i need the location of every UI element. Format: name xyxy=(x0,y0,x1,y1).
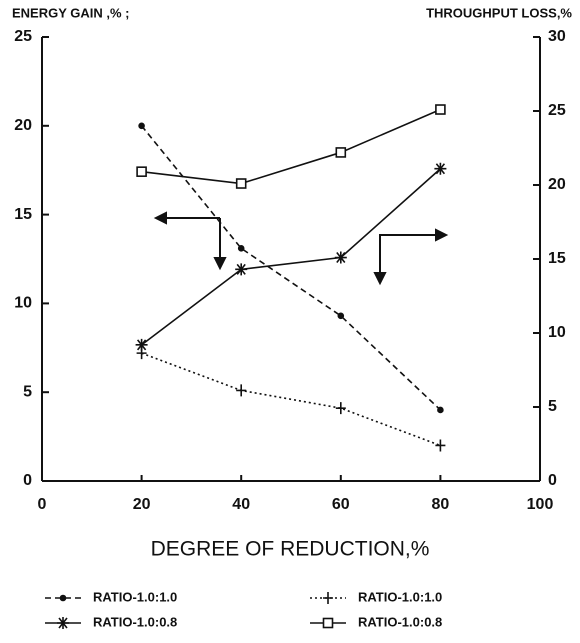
series-line xyxy=(141,108,441,185)
point xyxy=(335,147,347,158)
legend-marker xyxy=(57,617,69,629)
legend-label: RATIO-1.0:1.0 xyxy=(358,589,442,604)
legend-marker xyxy=(322,617,334,629)
point xyxy=(334,251,347,264)
legend-entry: RATIO-1.0:0.8 xyxy=(45,614,177,629)
legend-marker xyxy=(323,592,333,604)
series-line xyxy=(141,352,441,447)
y2-tick-label: 20 xyxy=(548,176,566,193)
y2-tick-label: 5 xyxy=(548,398,557,415)
x-tick-label: 20 xyxy=(133,496,151,513)
y-tick-label: 10 xyxy=(14,295,32,312)
y2-tick-label: 30 xyxy=(548,28,566,45)
y-tick-label: 0 xyxy=(23,472,32,489)
y2-axis-label: THROUGHPUT LOSS,% xyxy=(426,5,572,20)
point xyxy=(435,104,446,115)
point xyxy=(138,122,145,130)
y2-tick-label: 10 xyxy=(548,324,566,341)
y-tick-label: 20 xyxy=(14,117,32,134)
point xyxy=(335,402,346,415)
annotation-arrows xyxy=(153,211,449,286)
y-tick-label: 15 xyxy=(14,206,32,223)
point xyxy=(136,166,147,177)
x-tick-label: 100 xyxy=(527,496,554,513)
legend-marker xyxy=(59,594,67,602)
x-tick-label: 40 xyxy=(232,496,250,513)
x-axis-label: DEGREE OF REDUCTION,% xyxy=(151,538,430,561)
legend-entry: RATIO-1.0:1.0 xyxy=(45,589,177,604)
y2-tick-label: 25 xyxy=(548,102,566,119)
legend-label: RATIO-1.0:0.8 xyxy=(358,614,442,629)
point xyxy=(237,245,245,252)
legend-label: RATIO-1.0:1.0 xyxy=(93,589,177,604)
y2-tick-label: 0 xyxy=(548,472,557,489)
y2-tick-label: 15 xyxy=(548,250,566,267)
x-tick-label: 60 xyxy=(332,496,350,513)
y-axis-label: ENERGY GAIN ,% ; xyxy=(12,5,130,20)
point xyxy=(434,162,447,175)
y-tick-label: 25 xyxy=(14,28,32,45)
x-tick-label: 80 xyxy=(432,496,450,513)
y-tick-label: 5 xyxy=(23,383,32,400)
legend-entry: RATIO-1.0:0.8 xyxy=(310,614,442,629)
point xyxy=(236,384,247,397)
point xyxy=(337,312,345,320)
legend-label: RATIO-1.0:0.8 xyxy=(93,614,177,629)
point xyxy=(435,439,446,452)
point xyxy=(135,338,148,351)
point xyxy=(235,178,247,189)
point xyxy=(235,263,248,276)
point xyxy=(437,406,444,414)
x-tick-label: 0 xyxy=(38,496,47,513)
legend-entry: RATIO-1.0:1.0 xyxy=(310,589,442,604)
series-line xyxy=(141,168,441,346)
